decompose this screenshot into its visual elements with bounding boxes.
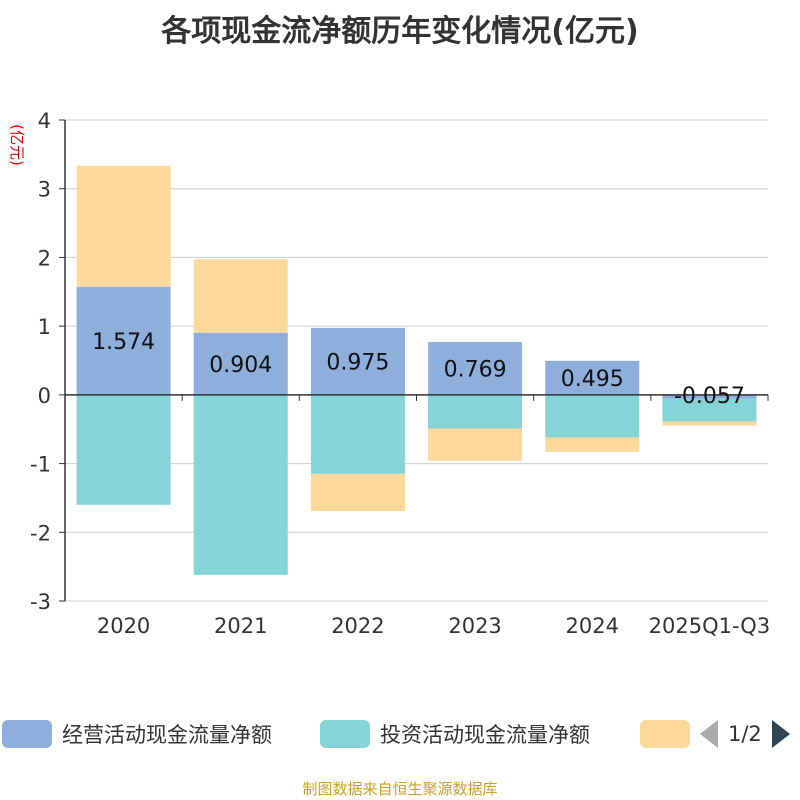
x-tick-label: 2021 <box>214 614 267 638</box>
next-page-icon[interactable] <box>771 720 790 748</box>
legend-swatch-operating <box>2 720 52 748</box>
legend-label-operating: 经营活动现金流量净额 <box>62 723 272 747</box>
x-tick-label: 2020 <box>97 614 150 638</box>
bar-series3-2024 <box>545 437 640 452</box>
legend-pager: 1/2 <box>700 716 790 752</box>
legend-item-third[interactable] <box>640 716 690 752</box>
source-note: 制图数据来自恒生聚源数据库 <box>302 780 498 798</box>
x-tick-label: 2023 <box>448 614 501 638</box>
bar-series1-2025Q1-Q3 <box>662 394 757 399</box>
data-label: 0.975 <box>326 350 389 375</box>
legend-item-investing[interactable]: 投资活动现金流量净额 <box>320 716 590 752</box>
data-label: 0.904 <box>209 353 272 378</box>
bar-series3-2020 <box>76 165 171 287</box>
data-label: 1.574 <box>92 330 155 355</box>
x-tick-label: 2022 <box>331 614 384 638</box>
bar-series3-2025Q1-Q3 <box>662 421 757 426</box>
prev-page-icon[interactable] <box>700 720 718 748</box>
y-tick-label: -2 <box>30 521 51 545</box>
y-tick-label: -3 <box>30 590 51 614</box>
y-tick-label: 4 <box>38 109 51 133</box>
legend-swatch-third <box>640 720 690 748</box>
data-label: 0.769 <box>444 357 507 382</box>
bar-series2-2024 <box>545 394 640 438</box>
bar-series1-2022 <box>310 327 405 395</box>
legend: 经营活动现金流量净额 投资活动现金流量净额 <box>0 716 800 752</box>
y-tick-label: -1 <box>30 453 51 477</box>
bar-series3-2021 <box>193 259 288 333</box>
bar-series2-2025Q1-Q3 <box>662 398 757 422</box>
bar-series2-2021 <box>193 394 288 575</box>
x-tick-label: 2024 <box>566 614 619 638</box>
bar-series2-2023 <box>428 394 523 429</box>
bar-series1-2020 <box>76 286 171 395</box>
x-tick-label: 2025Q1-Q3 <box>649 614 771 638</box>
y-axis-label: (亿元) <box>8 124 26 166</box>
bar-series2-2022 <box>310 394 405 474</box>
bar-series2-2020 <box>76 394 171 505</box>
data-label: -0.057 <box>674 384 745 409</box>
y-tick-label: 1 <box>38 315 51 339</box>
page-indicator: 1/2 <box>728 722 762 746</box>
bar-series1-2024 <box>545 360 640 395</box>
y-tick-label: 3 <box>38 178 51 202</box>
bar-series3-2023 <box>428 428 523 461</box>
legend-label-investing: 投资活动现金流量净额 <box>380 723 590 747</box>
bar-series1-2023 <box>428 342 523 395</box>
bar-series3-2022 <box>310 473 405 511</box>
y-tick-label: 2 <box>38 246 51 270</box>
legend-swatch-investing <box>320 720 370 748</box>
data-label: 0.495 <box>561 367 624 392</box>
y-tick-label: 0 <box>38 384 51 408</box>
bar-series1-2021 <box>193 332 288 395</box>
chart-title: 各项现金流净额历年变化情况(亿元) <box>161 14 639 49</box>
legend-item-operating[interactable]: 经营活动现金流量净额 <box>2 716 272 752</box>
